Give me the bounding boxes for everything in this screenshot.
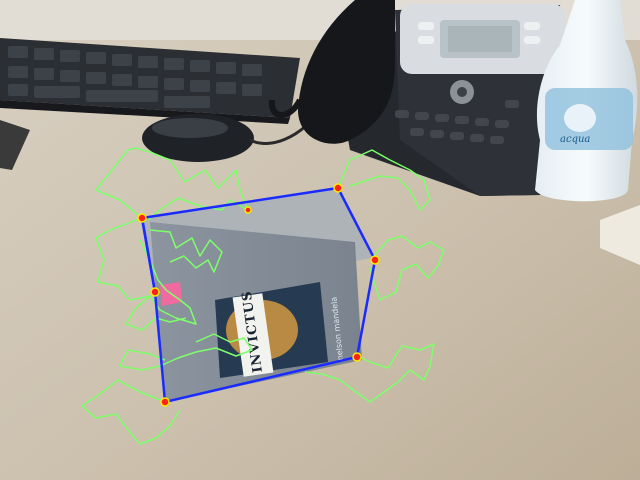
track-trail bbox=[125, 295, 187, 331]
corner-marker bbox=[244, 206, 252, 214]
track-trail bbox=[95, 217, 197, 325]
corner-marker bbox=[137, 213, 147, 223]
bottle-brand: acqua bbox=[560, 134, 590, 145]
book-title-plate bbox=[232, 293, 274, 377]
track-trail bbox=[304, 343, 435, 403]
water-bottle: acqua bbox=[535, 0, 638, 202]
corner-marker bbox=[370, 255, 380, 265]
track-trails bbox=[81, 147, 445, 445]
tracked-box-edge bbox=[140, 217, 157, 293]
corner-marker bbox=[333, 183, 343, 193]
track-trail bbox=[369, 235, 445, 301]
desk-tray bbox=[0, 120, 30, 170]
paper-stack bbox=[600, 205, 640, 265]
corner-markers bbox=[137, 183, 380, 407]
corner-marker bbox=[160, 397, 170, 407]
corner-marker bbox=[150, 287, 160, 297]
book: INVICTUS nelson mandela bbox=[142, 188, 372, 402]
track-trail bbox=[81, 379, 181, 445]
desk-phone bbox=[268, 0, 565, 196]
track-trail bbox=[337, 149, 431, 211]
corner-marker bbox=[352, 352, 362, 362]
track-trail bbox=[119, 333, 253, 371]
computer-mouse bbox=[142, 109, 322, 162]
track-trail bbox=[149, 229, 223, 273]
track-trail bbox=[95, 147, 249, 221]
